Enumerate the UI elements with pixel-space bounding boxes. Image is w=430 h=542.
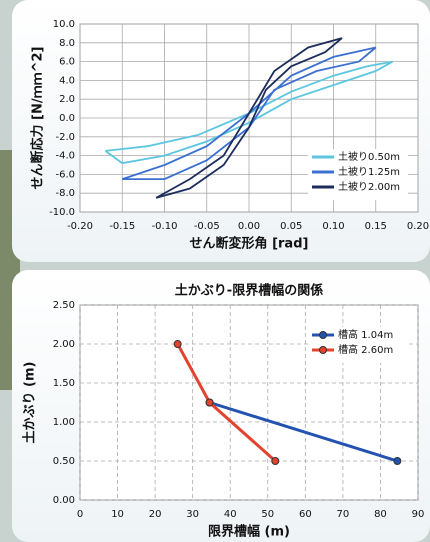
y-tick-label: 2.00 [53, 339, 75, 350]
x-tick-label: -0.20 [67, 221, 93, 232]
y-tick-label: -8.0 [55, 188, 75, 199]
y-tick-label: 1.50 [53, 378, 75, 389]
x-tick-label: 0 [77, 509, 83, 520]
figure: -10.0 -8.0 -6.0 -4.0 -2.0 0.0 2.0 4.0 6.0 8.0 10.0… [0, 0, 430, 542]
y-tick-label: 2.0 [59, 94, 75, 105]
y-axis-label: 土かぶり (m) [22, 362, 38, 444]
marker [272, 458, 279, 465]
marker [174, 341, 181, 348]
x-tick-label: -0.15 [109, 221, 135, 232]
y-tick-label: 8.0 [59, 38, 75, 49]
marker [206, 399, 213, 406]
y-tick-label: 0.00 [53, 495, 75, 506]
x-tick-label: -0.10 [152, 221, 178, 232]
x-tick-label: 0.10 [322, 221, 344, 232]
y-tick-label: -4.0 [55, 151, 75, 162]
y-tick-label: 1.00 [53, 417, 75, 428]
x-axis-label: せん断変形角 [rad] [190, 236, 309, 252]
y-tick-label: 0.0 [59, 113, 75, 124]
page: -10.0 -8.0 -6.0 -4.0 -2.0 0.0 2.0 4.0 6.0 8.0 10.0… [0, 0, 430, 542]
x-tick-label: 10 [111, 509, 124, 520]
y-tick-label: -2.0 [55, 132, 75, 143]
x-tick-label: 0.20 [407, 221, 429, 232]
legend-label: 槽高 2.60m [338, 343, 393, 356]
x-tick-label: -0.05 [194, 221, 220, 232]
x-tick-label: 20 [149, 509, 162, 520]
chart-title: 土かぶり-限界槽幅の関係 [175, 283, 323, 299]
y-tick-label: 6.0 [59, 57, 75, 68]
legend-label: 槽高 1.04m [338, 328, 393, 341]
x-tick-label: 0.15 [365, 221, 387, 232]
marker [394, 458, 401, 465]
legend-marker [320, 332, 327, 339]
y-tick-label: 4.0 [59, 75, 75, 86]
x-tick-label: 90 [412, 509, 425, 520]
y-tick-label: 10.0 [53, 19, 75, 30]
x-tick-label: 80 [374, 509, 387, 520]
legend-label: 土被り2.00m [338, 180, 400, 193]
legend-label: 土被り1.25m [338, 165, 400, 178]
y-axis-label: せん断応力 [N/ｍｍ^2] [30, 47, 46, 190]
y-tick-label: 0.50 [53, 456, 75, 467]
x-axis-label: 限界槽幅 (m) [208, 524, 290, 540]
legend-marker [320, 347, 327, 354]
x-tick-label: 30 [186, 509, 199, 520]
x-tick-label: 70 [337, 509, 350, 520]
x-tick-label: 0.00 [238, 221, 260, 232]
y-tick-label: -6.0 [55, 169, 75, 180]
x-tick-label: 60 [299, 509, 312, 520]
legend-label: 土被り0.50m [338, 150, 400, 163]
x-tick-label: 40 [224, 509, 237, 520]
x-tick-label: 50 [261, 509, 274, 520]
x-tick-label: 0.05 [280, 221, 302, 232]
y-tick-label: -10.0 [49, 207, 75, 218]
y-tick-label: 2.50 [53, 300, 75, 311]
